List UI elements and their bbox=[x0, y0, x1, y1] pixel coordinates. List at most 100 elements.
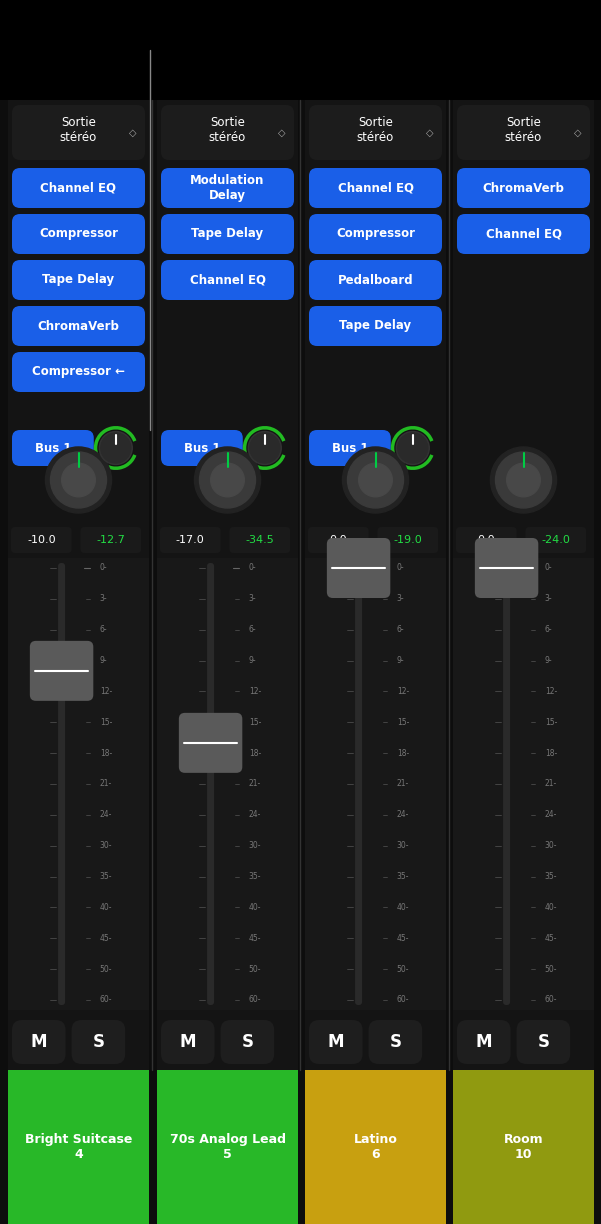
FancyBboxPatch shape bbox=[179, 712, 242, 772]
FancyBboxPatch shape bbox=[0, 0, 601, 100]
Text: 35-: 35- bbox=[249, 871, 261, 881]
Text: 3-: 3- bbox=[397, 595, 404, 603]
Text: M: M bbox=[328, 1033, 344, 1051]
Text: Bus 1: Bus 1 bbox=[35, 442, 71, 454]
FancyBboxPatch shape bbox=[309, 214, 442, 255]
Text: Sortie
stéréo: Sortie stéréo bbox=[60, 116, 97, 143]
Text: ◇: ◇ bbox=[426, 127, 434, 137]
FancyBboxPatch shape bbox=[12, 430, 94, 466]
Text: -12.7: -12.7 bbox=[96, 535, 125, 545]
Text: 24-: 24- bbox=[100, 810, 112, 819]
Text: 21-: 21- bbox=[545, 780, 557, 788]
FancyBboxPatch shape bbox=[457, 105, 590, 160]
Text: 21-: 21- bbox=[249, 780, 261, 788]
Text: Tape Delay: Tape Delay bbox=[340, 319, 412, 333]
Text: M: M bbox=[31, 1033, 47, 1051]
Text: M: M bbox=[475, 1033, 492, 1051]
Text: 6-: 6- bbox=[397, 625, 404, 634]
Text: 9-: 9- bbox=[249, 656, 257, 665]
Text: 24-: 24- bbox=[545, 810, 557, 819]
Text: 0.0: 0.0 bbox=[478, 535, 495, 545]
FancyBboxPatch shape bbox=[309, 1020, 362, 1064]
Text: 60-: 60- bbox=[100, 995, 112, 1005]
Circle shape bbox=[347, 452, 403, 508]
Text: -34.5: -34.5 bbox=[245, 535, 274, 545]
Text: -24.0: -24.0 bbox=[542, 535, 570, 545]
FancyBboxPatch shape bbox=[305, 1070, 446, 1224]
Text: 3-: 3- bbox=[249, 595, 257, 603]
FancyBboxPatch shape bbox=[453, 100, 594, 1070]
FancyBboxPatch shape bbox=[503, 563, 510, 1005]
Text: 0-: 0- bbox=[397, 563, 404, 573]
Circle shape bbox=[495, 452, 552, 508]
Circle shape bbox=[396, 432, 429, 464]
Text: 15-: 15- bbox=[100, 717, 112, 727]
Text: S: S bbox=[242, 1033, 254, 1051]
Text: 60-: 60- bbox=[397, 995, 409, 1005]
Text: Latino
6: Latino 6 bbox=[353, 1133, 397, 1162]
Text: 12-: 12- bbox=[100, 687, 112, 696]
Text: Compressor: Compressor bbox=[39, 228, 118, 240]
FancyBboxPatch shape bbox=[517, 1020, 570, 1064]
FancyBboxPatch shape bbox=[305, 558, 446, 1010]
FancyBboxPatch shape bbox=[11, 528, 72, 553]
Text: -19.0: -19.0 bbox=[394, 535, 422, 545]
Text: Tape Delay: Tape Delay bbox=[192, 228, 264, 240]
Text: 24-: 24- bbox=[249, 810, 261, 819]
FancyBboxPatch shape bbox=[8, 1070, 149, 1224]
FancyBboxPatch shape bbox=[72, 1020, 125, 1064]
Text: 40-: 40- bbox=[545, 903, 557, 912]
FancyBboxPatch shape bbox=[157, 100, 298, 1070]
Text: 30-: 30- bbox=[545, 841, 557, 851]
Text: S: S bbox=[537, 1033, 549, 1051]
Circle shape bbox=[359, 463, 392, 497]
Text: S: S bbox=[93, 1033, 105, 1051]
FancyBboxPatch shape bbox=[368, 1020, 422, 1064]
FancyBboxPatch shape bbox=[161, 430, 243, 466]
FancyBboxPatch shape bbox=[457, 1020, 511, 1064]
FancyBboxPatch shape bbox=[12, 306, 145, 346]
Text: 18-: 18- bbox=[100, 749, 112, 758]
Text: 9-: 9- bbox=[100, 656, 108, 665]
Text: ChromaVerb: ChromaVerb bbox=[37, 319, 120, 333]
Text: ◇: ◇ bbox=[278, 127, 285, 137]
FancyBboxPatch shape bbox=[377, 528, 438, 553]
FancyBboxPatch shape bbox=[308, 528, 368, 553]
FancyBboxPatch shape bbox=[160, 528, 221, 553]
Text: Bright Suitcase
4: Bright Suitcase 4 bbox=[25, 1133, 132, 1162]
Text: S: S bbox=[389, 1033, 401, 1051]
FancyBboxPatch shape bbox=[525, 528, 586, 553]
FancyBboxPatch shape bbox=[12, 105, 145, 160]
Text: Compressor ←: Compressor ← bbox=[32, 366, 125, 378]
Text: 50-: 50- bbox=[397, 965, 409, 973]
Text: 18-: 18- bbox=[249, 749, 261, 758]
Text: 6-: 6- bbox=[249, 625, 257, 634]
Circle shape bbox=[99, 432, 132, 464]
Text: Channel EQ: Channel EQ bbox=[338, 181, 413, 195]
Text: ChromaVerb: ChromaVerb bbox=[483, 181, 564, 195]
Text: 9-: 9- bbox=[545, 656, 552, 665]
Text: 12-: 12- bbox=[545, 687, 557, 696]
Text: 24-: 24- bbox=[397, 810, 409, 819]
Text: 0-: 0- bbox=[249, 563, 257, 573]
FancyBboxPatch shape bbox=[161, 168, 294, 208]
FancyBboxPatch shape bbox=[309, 105, 442, 160]
Text: 40-: 40- bbox=[100, 903, 112, 912]
FancyBboxPatch shape bbox=[309, 259, 442, 300]
FancyBboxPatch shape bbox=[12, 168, 145, 208]
Text: 35-: 35- bbox=[100, 871, 112, 881]
FancyBboxPatch shape bbox=[157, 558, 298, 1010]
FancyBboxPatch shape bbox=[221, 1020, 274, 1064]
Text: 40-: 40- bbox=[397, 903, 409, 912]
Text: 30-: 30- bbox=[100, 841, 112, 851]
Text: 9-: 9- bbox=[397, 656, 404, 665]
Circle shape bbox=[250, 433, 280, 463]
FancyBboxPatch shape bbox=[12, 214, 145, 255]
Text: 60-: 60- bbox=[249, 995, 261, 1005]
FancyBboxPatch shape bbox=[30, 641, 93, 701]
FancyBboxPatch shape bbox=[58, 563, 65, 1005]
Text: 50-: 50- bbox=[545, 965, 557, 973]
FancyBboxPatch shape bbox=[457, 168, 590, 208]
FancyBboxPatch shape bbox=[230, 528, 290, 553]
Text: -17.0: -17.0 bbox=[176, 535, 205, 545]
